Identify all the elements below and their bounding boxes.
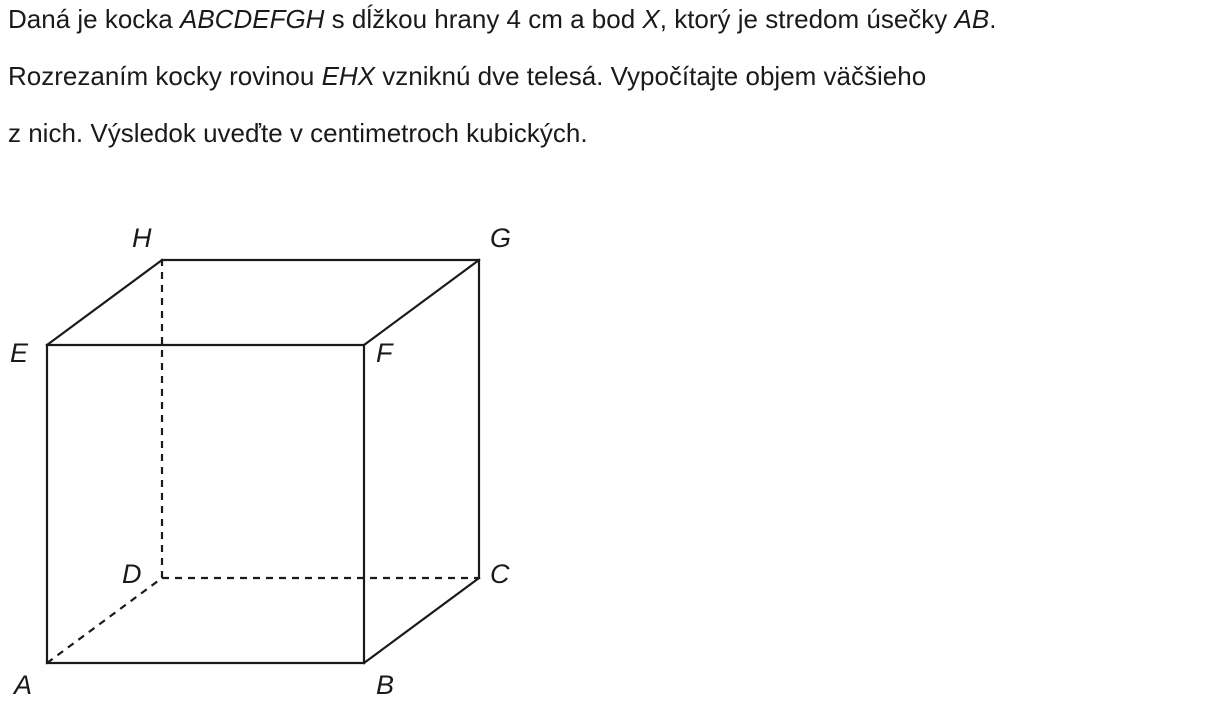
text: Daná je kocka (8, 4, 180, 34)
vertex-label-D: D (122, 559, 142, 589)
cube-name: ABCDEFGH (179, 4, 325, 34)
vertex-label-E: E (10, 338, 29, 368)
vertex-label-B: B (376, 670, 394, 700)
vertex-label-A: A (12, 670, 32, 700)
vertex-label-G: G (490, 223, 511, 253)
plane-name: EHX (321, 61, 376, 91)
problem-line-3: z nich. Výsledok uveďte v centimetroch k… (8, 105, 1208, 162)
text: Rozrezaním kocky rovinou (8, 61, 322, 91)
segment-name: AB (954, 4, 990, 34)
text: s dĺžkou hrany 4 cm a bod (324, 4, 643, 34)
edge-EH (45, 258, 164, 347)
text: vzniknú dve telesá. Vypočítajte objem vä… (375, 61, 927, 91)
vertex-label-C: C (490, 559, 510, 589)
problem-line-1: Daná je kocka ABCDEFGH s dĺžkou hrany 4 … (8, 0, 1208, 48)
problem-statement: Daná je kocka ABCDEFGH s dĺžkou hrany 4 … (8, 0, 1208, 162)
vertex-label-F: F (376, 338, 394, 368)
text: . (989, 4, 997, 34)
edge-FG (362, 258, 481, 347)
text: z nich. Výsledok uveďte v centimetroch k… (8, 118, 588, 148)
text: , ktorý je stredom úsečky (659, 4, 955, 34)
point-name: X (642, 4, 660, 34)
vertex-label-H: H (132, 223, 152, 253)
problem-line-2: Rozrezaním kocky rovinou EHX vzniknú dve… (8, 48, 1208, 105)
edge-BC (362, 576, 481, 665)
edge-AD-hidden (46, 577, 163, 664)
